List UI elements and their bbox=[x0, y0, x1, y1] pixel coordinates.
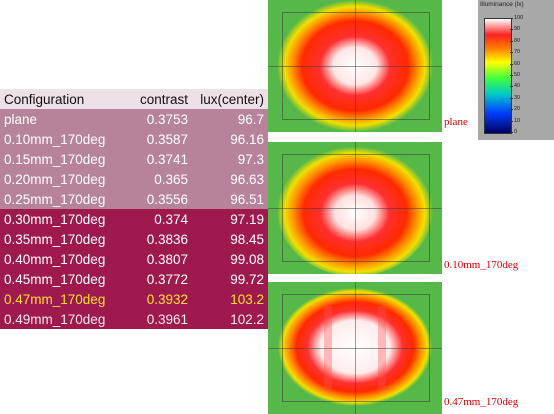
table-row: 0.45mm_170deg 0.3772 99.72 bbox=[0, 269, 268, 289]
cell-lux: 96.51 bbox=[230, 191, 264, 207]
table-row: plane 0.3753 96.7 bbox=[0, 109, 268, 129]
cell-contrast: 0.3807 bbox=[146, 251, 188, 267]
illuminance-legend: Illuminance (lx) 100 90 80 70 60 50 40 30 20 10 0 bbox=[478, 0, 554, 140]
cell-configuration: 0.49mm_170deg bbox=[4, 311, 106, 327]
cell-lux: 97.3 bbox=[237, 151, 264, 167]
cell-configuration: 0.40mm_170deg bbox=[4, 251, 106, 267]
cell-contrast: 0.374 bbox=[154, 211, 188, 227]
legend-tick-label: 10 bbox=[509, 117, 521, 124]
table-row: 0.25mm_170deg 0.3556 96.51 bbox=[0, 189, 268, 209]
cell-configuration: 0.20mm_170deg bbox=[4, 171, 106, 187]
table-row: 0.15mm_170deg 0.3741 97.3 bbox=[0, 149, 268, 169]
table-header-row: Configuration contrast lux(center) bbox=[0, 89, 268, 109]
cell-configuration: 0.30mm_170deg bbox=[4, 211, 106, 227]
cell-contrast: 0.3772 bbox=[146, 271, 188, 287]
legend-tick-label: 40 bbox=[509, 83, 521, 90]
legend-tick-label: 20 bbox=[509, 106, 521, 113]
cell-lux: 103.2 bbox=[230, 291, 264, 307]
heatmap-plane bbox=[268, 0, 442, 132]
cell-configuration: 0.15mm_170deg bbox=[4, 151, 106, 167]
legend-tick-label: 30 bbox=[509, 94, 521, 101]
table-row: 0.47mm_170deg 0.3932 103.2 bbox=[0, 289, 268, 309]
cell-lux: 99.72 bbox=[230, 271, 264, 287]
cell-contrast: 0.3741 bbox=[146, 151, 188, 167]
table-row: 0.20mm_170deg 0.365 96.63 bbox=[0, 169, 268, 189]
plot-crosshair-v bbox=[355, 142, 356, 274]
legend-tick-label: 60 bbox=[509, 60, 521, 67]
cell-contrast: contrast bbox=[139, 91, 188, 107]
cell-lux: 96.16 bbox=[230, 131, 264, 147]
table-row: 0.35mm_170deg 0.3836 98.45 bbox=[0, 229, 268, 249]
cell-lux: 97.19 bbox=[230, 211, 264, 227]
legend-tick-label: 70 bbox=[509, 49, 521, 56]
table-row: 0.10mm_170deg 0.3587 96.16 bbox=[0, 129, 268, 149]
cell-lux: 98.45 bbox=[230, 231, 264, 247]
heatmap-0-10mm bbox=[268, 142, 442, 274]
cell-lux: 99.08 bbox=[230, 251, 264, 267]
legend-color-bar bbox=[484, 18, 512, 134]
cell-configuration: plane bbox=[4, 111, 38, 127]
plot-crosshair-v bbox=[355, 282, 356, 414]
cell-configuration: 0.47mm_170deg bbox=[4, 291, 106, 307]
table-row: 0.30mm_170deg 0.374 97.19 bbox=[0, 209, 268, 229]
cell-lux: 96.7 bbox=[237, 111, 264, 127]
cell-lux: 96.63 bbox=[230, 171, 264, 187]
cell-configuration: Configuration bbox=[4, 91, 85, 107]
caption-plane: plane bbox=[444, 116, 468, 128]
legend-title: Illuminance (lx) bbox=[480, 1, 524, 8]
caption-0-10mm: 0.10mm_170deg bbox=[444, 259, 519, 271]
cell-contrast: 0.3932 bbox=[146, 291, 188, 307]
plot-crosshair-v bbox=[355, 0, 356, 132]
cell-lux: lux(center) bbox=[200, 91, 264, 107]
cell-configuration: 0.45mm_170deg bbox=[4, 271, 106, 287]
legend-tick-label: 100 bbox=[509, 15, 524, 21]
table-row: 0.40mm_170deg 0.3807 99.08 bbox=[0, 249, 268, 269]
legend-tick-label: 90 bbox=[509, 26, 521, 33]
cell-contrast: 0.3961 bbox=[146, 311, 188, 327]
table-row: 0.49mm_170deg 0.3961 102.2 bbox=[0, 309, 268, 329]
legend-tick-label: 80 bbox=[509, 37, 521, 44]
cell-configuration: 0.25mm_170deg bbox=[4, 191, 106, 207]
cell-contrast: 0.3836 bbox=[146, 231, 188, 247]
legend-tick-label: 50 bbox=[509, 72, 521, 78]
legend-tick-label: 0 bbox=[509, 129, 518, 135]
cell-contrast: 0.365 bbox=[154, 171, 188, 187]
cell-contrast: 0.3556 bbox=[146, 191, 188, 207]
heatmap-0-47mm bbox=[268, 282, 442, 414]
cell-contrast: 0.3753 bbox=[146, 111, 188, 127]
cell-lux: 102.2 bbox=[230, 311, 264, 327]
caption-0-47mm: 0.47mm_170deg bbox=[444, 396, 519, 408]
cell-configuration: 0.10mm_170deg bbox=[4, 131, 106, 147]
cell-contrast: 0.3587 bbox=[146, 131, 188, 147]
cell-configuration: 0.35mm_170deg bbox=[4, 231, 106, 247]
